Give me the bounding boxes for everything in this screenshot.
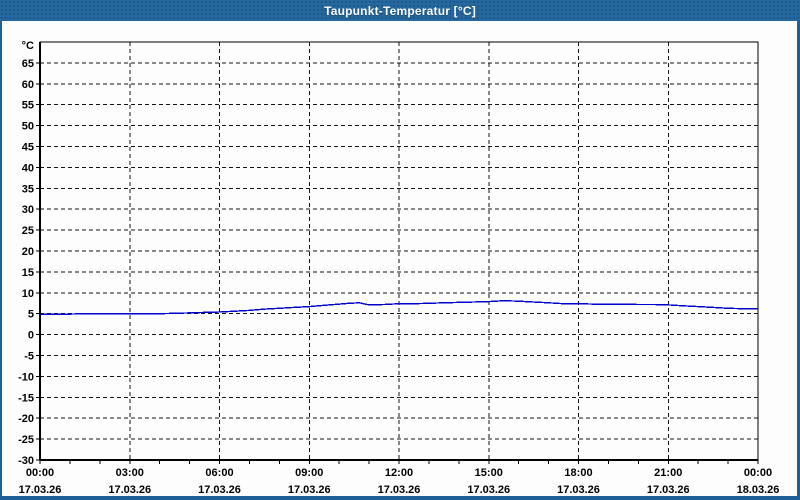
y-tick-label: 50	[22, 121, 34, 133]
y-tick-label: 0	[28, 330, 34, 342]
x-tick-time-label: 21:00	[654, 467, 682, 479]
x-tick-time-label: 15:00	[475, 467, 503, 479]
x-tick-time-label: 00:00	[26, 467, 54, 479]
x-tick-date-label: 17.03.26	[467, 484, 510, 496]
x-tick-time-label: 09:00	[295, 467, 323, 479]
y-tick-label: 5	[28, 309, 34, 321]
x-tick-time-label: 18:00	[564, 467, 592, 479]
y-tick-label: 15	[22, 267, 34, 279]
chart-plot-area: 65605550454035302520151050-5-10-15-20-25…	[18, 40, 780, 496]
x-tick-time-label: 06:00	[205, 467, 233, 479]
x-tick-date-label: 17.03.26	[557, 484, 600, 496]
y-tick-label: 30	[22, 204, 34, 216]
y-tick-label: -30	[18, 455, 34, 467]
window-title: Taupunkt-Temperatur [°C]	[324, 3, 476, 18]
x-tick-date-label: 17.03.26	[198, 484, 241, 496]
chart-panel: 65 60 55 50 45 40 35 30 25 20 15 10 5 0 -5 -10 -15 -20 -25…	[2, 21, 797, 496]
y-tick-label: 60	[22, 79, 34, 91]
y-tick-label: 20	[22, 246, 34, 258]
x-tick-date-label: 17.03.26	[378, 484, 421, 496]
x-tick-date-label: 17.03.26	[108, 484, 151, 496]
x-tick-time-label: 00:00	[744, 467, 772, 479]
x-tick-time-label: 03:00	[116, 467, 144, 479]
x-tick-date-label: 18.03.26	[737, 484, 780, 496]
y-tick-label: 45	[22, 142, 34, 154]
y-tick-label: -15	[18, 392, 34, 404]
y-axis-unit-label: °C	[22, 40, 34, 52]
window-title-bar[interactable]: Taupunkt-Temperatur [°C]	[0, 0, 800, 21]
x-tick-date-label: 17.03.26	[647, 484, 690, 496]
y-tick-label: -25	[18, 434, 34, 446]
x-tick-date-label: 17.03.26	[288, 484, 331, 496]
x-tick-time-label: 12:00	[385, 467, 413, 479]
y-tick-label: 55	[22, 100, 34, 112]
y-tick-label: -20	[18, 413, 34, 425]
x-tick-date-label: 17.03.26	[19, 484, 62, 496]
y-tick-label: 25	[22, 225, 34, 237]
y-tick-label: 65	[22, 58, 34, 70]
data-series-line	[39, 299, 758, 316]
y-tick-label: 35	[22, 183, 34, 195]
y-tick-label: 10	[22, 288, 34, 300]
y-tick-label: -10	[18, 371, 34, 383]
y-tick-label: -5	[24, 351, 34, 363]
y-tick-label: 40	[22, 162, 34, 174]
